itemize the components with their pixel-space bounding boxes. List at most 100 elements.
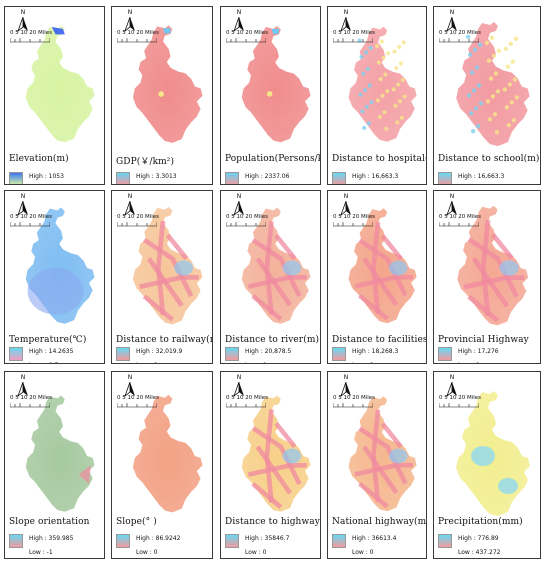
study-area-map — [348, 26, 417, 142]
legend-low-value: Low : 0 — [245, 549, 267, 556]
map-title: Distance to railway(m) — [116, 335, 213, 345]
map-panel: N 0 5 10 20 Miles Distance to railway(m) Hi… — [111, 190, 213, 364]
scale-label: 0 5 10 20 Miles — [117, 395, 160, 401]
north-arrow-icon: N — [339, 374, 353, 398]
legend-high-value: High : 86.9242 — [136, 535, 181, 542]
legend-low-value: Low : 0 — [136, 362, 157, 363]
north-arrow-icon: N — [232, 374, 246, 398]
study-area-map — [348, 208, 417, 324]
map-title: Distance to river(m) — [225, 335, 320, 345]
study-area-map — [132, 394, 203, 513]
map-title: Slope(° ) — [116, 517, 157, 527]
legend-high-value: High : 1053 — [29, 173, 64, 180]
legend-low-value: Low : 0 — [245, 362, 266, 363]
map-panel: N 0 5 10 20 Miles National highway(m) High … — [327, 371, 427, 559]
study-area-map — [241, 26, 311, 143]
legend-low-value: Low : 0 — [352, 362, 373, 363]
map-title: Elevation(m) — [9, 154, 69, 164]
north-arrow-icon: N — [16, 374, 30, 398]
north-arrow-icon: N — [445, 9, 459, 33]
scale-label: 0 5 10 20 Miles — [439, 30, 482, 36]
legend-high-value: High : 36613.4 — [352, 535, 397, 542]
map-title: Precipitation(mm) — [438, 517, 523, 527]
north-arrow-icon: N — [232, 9, 246, 33]
legend-high-value: High : 2337.06 — [245, 173, 290, 180]
map-title: Distance to facilities(m) — [332, 335, 426, 345]
study-area-map — [456, 391, 530, 516]
map-panel: N 0 5 10 20 Miles Distance to highway(m) Hi… — [220, 371, 321, 559]
map-panel: N 0 5 10 20 Miles Distance to facilities(m… — [327, 190, 427, 364]
study-area-map — [25, 26, 95, 143]
map-panel: N 0 5 10 20 Miles Provincial Highway High :… — [433, 190, 541, 364]
scale-bar — [226, 38, 266, 43]
legend-high-value: High : 18,268.3 — [352, 348, 399, 355]
north-label: N — [343, 9, 349, 16]
scale-label: 0 5 10 20 Miles — [333, 214, 376, 220]
map-panel: N 0 5 10 20 Miles Slope orientation High : … — [4, 371, 105, 559]
north-label: N — [127, 374, 133, 381]
north-arrow-icon: N — [16, 9, 30, 33]
map-panel: N 0 5 10 20 Miles Slope(° ) High : 86.9242 L… — [111, 371, 213, 559]
scale-label: 0 5 10 20 Miles — [226, 395, 269, 401]
north-arrow-icon: N — [445, 193, 459, 217]
scale-label: 0 5 10 20 Miles — [10, 30, 53, 36]
legend-low-value: Low : -0.5 — [29, 362, 58, 363]
study-area-map — [241, 207, 311, 324]
north-arrow-icon: N — [232, 193, 246, 217]
scale-label: 0 5 10 20 Miles — [439, 395, 482, 401]
scale-label: 0 5 10 20 Miles — [117, 214, 160, 220]
scale-bar — [439, 38, 479, 43]
legend-swatch — [9, 172, 23, 184]
scale-bar — [333, 222, 373, 227]
scale-bar — [117, 222, 157, 227]
north-arrow-icon: N — [445, 374, 459, 398]
map-title: Distance to school(m) — [438, 154, 540, 164]
map-title: Provincial Highway — [438, 335, 529, 345]
legend-swatch — [332, 534, 346, 548]
legend-high-value: High : 17,276 — [458, 348, 499, 355]
north-label: N — [127, 193, 133, 200]
legend-high-value: High : 32,019.9 — [136, 348, 183, 355]
study-area-map — [25, 207, 95, 324]
scale-bar — [10, 38, 50, 43]
legend-low-value: Low : -1 — [29, 549, 53, 556]
study-area-map — [456, 21, 530, 147]
legend-swatch — [225, 534, 239, 548]
north-arrow-icon: N — [123, 374, 137, 398]
scale-bar — [10, 403, 50, 408]
north-label: N — [236, 9, 242, 16]
legend-swatch — [9, 534, 23, 548]
north-label: N — [20, 9, 26, 16]
map-panel: N 0 5 10 20 Miles Temperature(℃) High : 14.… — [4, 190, 105, 364]
map-panel: N 0 5 10 20 Miles Distance to school(m) Hig… — [433, 6, 541, 185]
study-area-map — [457, 205, 529, 326]
scale-bar — [439, 403, 479, 408]
legend-swatch — [438, 534, 452, 548]
legend-swatch — [332, 347, 346, 361]
study-area-map — [241, 395, 311, 512]
map-panel: N 0 5 10 20 Miles Distance to river(m) High… — [220, 190, 321, 364]
north-arrow-icon: N — [339, 193, 353, 217]
map-panel: N 0 5 10 20 Miles Distance to hospital(m) H… — [327, 6, 427, 185]
legend-high-value: High : 3.3013 — [136, 173, 177, 180]
legend-high-value: High : 35846.7 — [245, 535, 290, 542]
scale-label: 0 5 10 20 Miles — [333, 30, 376, 36]
legend-high-value: High : 776.89 — [458, 535, 499, 542]
north-label: N — [236, 374, 242, 381]
scale-bar — [117, 403, 157, 408]
scale-label: 0 5 10 20 Miles — [333, 395, 376, 401]
legend-swatch — [225, 347, 239, 361]
map-panel: N 0 5 10 20 Miles Population(Persons/km²) H… — [220, 6, 321, 185]
north-label: N — [20, 374, 26, 381]
study-area-map — [348, 396, 417, 512]
legend-swatch — [9, 347, 23, 361]
legend-low-value: Low : 0 — [352, 549, 374, 556]
study-area-map — [25, 395, 95, 512]
legend-low-value: Low : 0 — [136, 549, 158, 556]
legend-swatch — [438, 347, 452, 361]
legend-low-value: Low : 437.272 — [458, 549, 501, 556]
map-title: Temperature(℃) — [9, 335, 87, 345]
map-title: Population(Persons/km²) — [225, 154, 320, 164]
